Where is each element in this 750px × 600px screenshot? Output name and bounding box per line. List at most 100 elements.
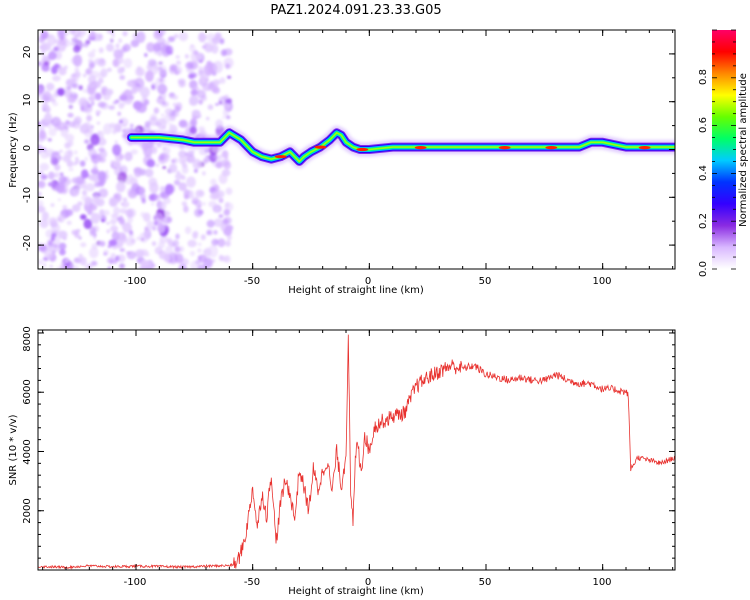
noise-blob	[95, 110, 102, 115]
noise-blob	[48, 128, 57, 137]
noise-blob	[98, 147, 105, 153]
noise-blob	[73, 45, 81, 53]
noise-blob	[169, 94, 176, 99]
noise-blob	[108, 197, 119, 207]
noise-blob	[205, 41, 215, 52]
noise-blob	[223, 161, 232, 170]
noise-blob	[88, 61, 95, 69]
noise-blob	[64, 133, 75, 142]
noise-blob	[78, 236, 82, 240]
noise-blob	[117, 254, 126, 263]
noise-blob	[48, 217, 58, 225]
noise-blob	[193, 168, 198, 173]
noise-blob	[153, 107, 160, 114]
noise-blob	[110, 253, 116, 258]
noise-blob	[117, 67, 124, 74]
noise-blob	[145, 168, 154, 178]
noise-blob	[126, 251, 137, 260]
noise-blob	[117, 111, 121, 116]
noise-blob	[93, 237, 97, 241]
noise-blob	[160, 41, 165, 46]
noise-blob	[108, 105, 115, 110]
noise-blob	[164, 108, 174, 116]
noise-blob	[222, 108, 229, 117]
noise-blob	[213, 230, 218, 235]
noise-blob	[144, 121, 151, 128]
noise-blob	[42, 106, 47, 110]
noise-blob	[190, 118, 198, 127]
noise-blob	[119, 263, 125, 269]
noise-blob	[58, 175, 68, 184]
noise-blob	[118, 154, 125, 160]
noise-blob	[129, 123, 134, 128]
noise-blob	[199, 60, 203, 63]
noise-blob	[185, 62, 194, 70]
noise-blob	[58, 67, 67, 76]
snr-x-tick-label: 0	[365, 577, 371, 588]
noise-blob	[191, 114, 195, 119]
noise-blob	[202, 202, 206, 206]
snr-y-axis-label: SNR (10 * v/v)	[8, 414, 19, 485]
noise-blob	[181, 175, 186, 181]
noise-blob	[145, 70, 154, 82]
noise-blob	[82, 189, 88, 196]
noise-blob	[49, 264, 53, 268]
noise-blob	[222, 116, 226, 119]
noise-blob	[42, 147, 47, 153]
noise-blob	[117, 171, 128, 184]
noise-blob	[115, 43, 120, 49]
noise-blob	[70, 42, 76, 46]
noise-blob	[65, 120, 70, 125]
noise-blob	[38, 86, 44, 94]
noise-blob	[165, 245, 174, 256]
noise-blob	[217, 238, 226, 248]
noise-blob	[122, 102, 126, 106]
noise-blob	[84, 197, 92, 206]
noise-blob	[80, 214, 87, 220]
noise-blob	[193, 50, 199, 55]
ridge-peak	[498, 145, 511, 150]
snr-x-tick-label: 100	[592, 577, 611, 588]
noise-blob	[151, 147, 156, 151]
noise-blob	[124, 151, 133, 162]
colorbar-gradient	[712, 30, 736, 269]
noise-blob	[211, 259, 216, 263]
noise-blob	[190, 89, 198, 96]
noise-blob	[202, 45, 207, 49]
noise-blob	[223, 216, 232, 225]
noise-blob	[103, 209, 110, 216]
noise-blob	[38, 200, 44, 208]
noise-blob	[176, 66, 183, 75]
noise-blob	[98, 180, 105, 187]
noise-blob	[89, 82, 96, 89]
noise-blob	[47, 245, 56, 252]
noise-blob	[218, 173, 228, 185]
noise-blob	[158, 95, 162, 99]
noise-blob	[72, 54, 83, 67]
noise-blob	[151, 202, 155, 206]
spectrogram-ridge	[124, 125, 675, 169]
noise-blob	[125, 179, 132, 185]
noise-blob	[56, 88, 65, 96]
colorbar-tick-label: 0.6	[698, 117, 709, 133]
noise-blob	[191, 150, 195, 153]
noise-blob	[53, 39, 59, 44]
noise-blob	[90, 133, 100, 146]
noise-blob	[85, 69, 91, 75]
noise-blob	[105, 170, 109, 173]
noise-blob	[72, 30, 82, 38]
colorbar-tick-label: 0.2	[698, 213, 709, 229]
noise-blob	[176, 60, 181, 66]
noise-blob	[213, 190, 218, 195]
noise-blob	[130, 39, 140, 48]
noise-blob	[62, 205, 68, 210]
noise-blob	[207, 104, 214, 110]
noise-blob	[84, 263, 93, 269]
noise-blob	[195, 189, 205, 198]
noise-blob	[90, 168, 99, 175]
noise-blob	[226, 234, 232, 241]
noise-blob	[57, 230, 68, 239]
noise-blob	[95, 198, 105, 207]
noise-blob	[111, 231, 120, 241]
